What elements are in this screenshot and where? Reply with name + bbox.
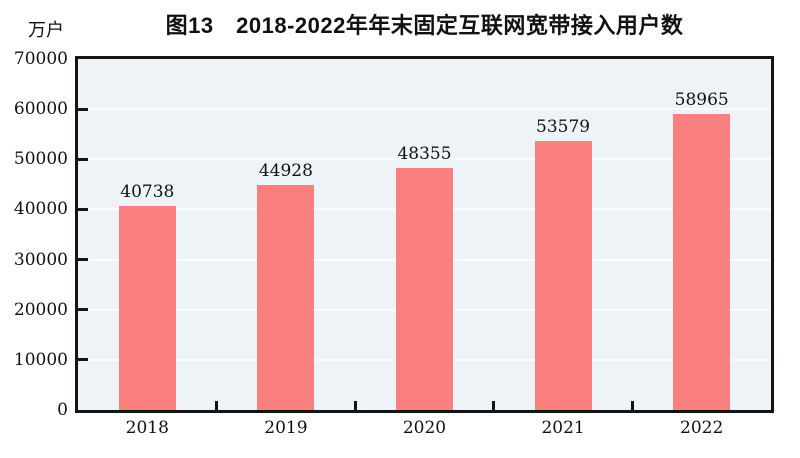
- y-axis-tick-label: 10000: [13, 349, 68, 370]
- x-axis-tick: [215, 401, 219, 410]
- bar-value-label: 53579: [536, 117, 591, 138]
- bar-value-label: 58965: [674, 90, 729, 111]
- bar-2019: [257, 184, 315, 410]
- y-axis-tick-label: 60000: [13, 99, 68, 120]
- y-axis-tick-label: 20000: [13, 299, 68, 320]
- x-axis-category-label: 2021: [541, 418, 585, 438]
- plot-area: 40738 44928 48355 53579 58965: [75, 56, 774, 413]
- y-axis-tick-label: 70000: [13, 49, 68, 69]
- x-axis-tick: [492, 401, 496, 410]
- bar-2018: [118, 205, 176, 410]
- x-axis-tick: [353, 401, 357, 410]
- y-axis-unit-label: 万户: [28, 20, 64, 41]
- gridline: [78, 158, 771, 161]
- y-axis-tick: [78, 207, 88, 211]
- y-axis-tick-label: 40000: [13, 199, 68, 220]
- y-axis-tick: [78, 308, 88, 312]
- gridline: [78, 108, 771, 111]
- bar-value-label: 40738: [120, 181, 175, 202]
- bar-2020: [396, 167, 453, 410]
- y-axis-tick-label: 30000: [13, 249, 68, 270]
- bar-2022: [673, 114, 731, 410]
- y-axis-tick-label: 50000: [13, 149, 68, 170]
- x-axis-category-label: 2019: [264, 418, 308, 438]
- chart-title: 图13 2018-2022年年末固定互联网宽带接入用户数: [165, 13, 684, 38]
- x-axis-category-label: 2020: [402, 418, 447, 438]
- bar-value-label: 44928: [258, 160, 313, 181]
- x-axis-category-label: 2018: [125, 418, 169, 438]
- y-axis-tick-label: 0: [57, 400, 68, 420]
- y-axis-tick: [78, 258, 88, 262]
- y-axis-tick: [78, 358, 88, 362]
- bar-2021: [534, 141, 592, 410]
- x-axis-tick: [630, 401, 634, 410]
- y-axis-tick: [78, 107, 88, 111]
- y-axis-tick: [78, 157, 88, 161]
- x-axis-category-label: 2022: [680, 418, 724, 438]
- bar-value-label: 48355: [397, 143, 452, 164]
